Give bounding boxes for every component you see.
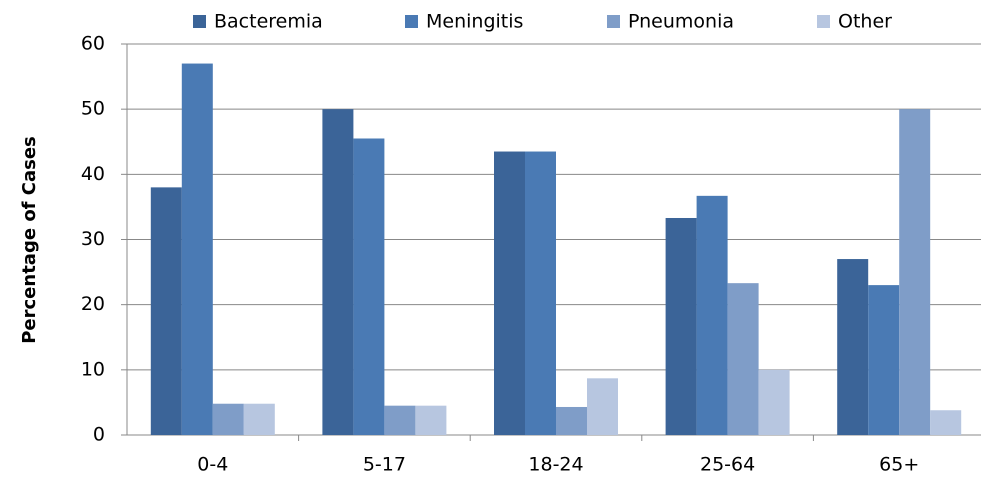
bar	[384, 405, 416, 435]
y-tick-label: 40	[81, 163, 105, 185]
bar	[243, 403, 275, 435]
legend-label: Pneumonia	[628, 11, 734, 33]
legend-swatch	[193, 15, 206, 28]
bar	[696, 195, 728, 435]
y-tick-label: 20	[81, 293, 105, 315]
bar	[494, 151, 525, 435]
x-tick-label: 5-17	[363, 454, 406, 476]
bar	[181, 63, 213, 436]
legend-label: Bacteremia	[214, 11, 323, 33]
y-axis-label: Percentage of Cases	[19, 136, 40, 344]
x-tick-label: 65+	[879, 454, 919, 476]
y-tick-label: 60	[81, 33, 105, 55]
bar	[665, 217, 697, 435]
bar	[150, 187, 182, 435]
bar	[587, 378, 618, 435]
bar	[415, 405, 447, 435]
bar	[322, 109, 354, 436]
x-tick-label: 18-24	[528, 454, 583, 476]
legend-swatch	[405, 15, 418, 28]
legend-swatch	[817, 15, 830, 28]
bar	[525, 151, 556, 435]
bar	[930, 410, 962, 435]
y-tick-label: 50	[81, 98, 105, 120]
bar	[758, 369, 790, 435]
bar	[556, 406, 587, 435]
x-tick-label: 0-4	[197, 454, 228, 476]
legend-label: Meningitis	[426, 11, 523, 33]
x-tick-label: 25-64	[700, 454, 755, 476]
bar	[353, 138, 385, 435]
y-tick-label: 0	[93, 424, 105, 446]
legend-label: Other	[838, 11, 892, 33]
y-tick-label: 30	[81, 228, 105, 250]
legend-swatch	[607, 15, 620, 28]
bar	[727, 283, 759, 435]
bar	[212, 403, 244, 435]
bar	[899, 109, 931, 436]
bar	[837, 259, 869, 435]
y-tick-label: 10	[81, 358, 105, 380]
bar	[868, 285, 900, 435]
